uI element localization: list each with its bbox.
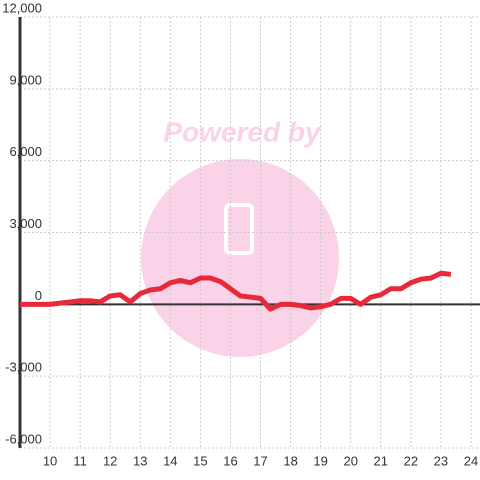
y-tick-label: -3,000 [5,360,42,375]
y-tick-label: 6,000 [9,144,42,159]
y-tick-label: -6,000 [5,431,42,446]
x-tick-label: 16 [223,453,237,468]
x-tick-label: 11 [73,453,87,468]
x-tick-label: 10 [43,453,57,468]
y-tick-label: 12,000 [2,0,42,15]
watermark-circle [141,159,339,357]
x-tick-label: 22 [404,453,418,468]
x-tick-label: 17 [253,453,267,468]
x-tick-label: 18 [283,453,297,468]
x-tick-label: 23 [434,453,448,468]
x-tick-label: 14 [163,453,177,468]
x-tick-label: 21 [374,453,388,468]
x-tick-label: 20 [343,453,357,468]
y-tick-label: 9,000 [9,72,42,87]
x-tick-label: 15 [193,453,207,468]
x-tick-label: 19 [313,453,327,468]
watermark-icon [224,203,254,255]
x-tick-label: 24 [464,453,478,468]
watermark-text: Powered by [163,116,322,147]
x-tick-label: 12 [103,453,117,468]
y-tick-label: 0 [35,288,42,303]
y-tick-label: 3,000 [9,216,42,231]
x-tick-label: 13 [133,453,147,468]
data-line [20,270,452,312]
